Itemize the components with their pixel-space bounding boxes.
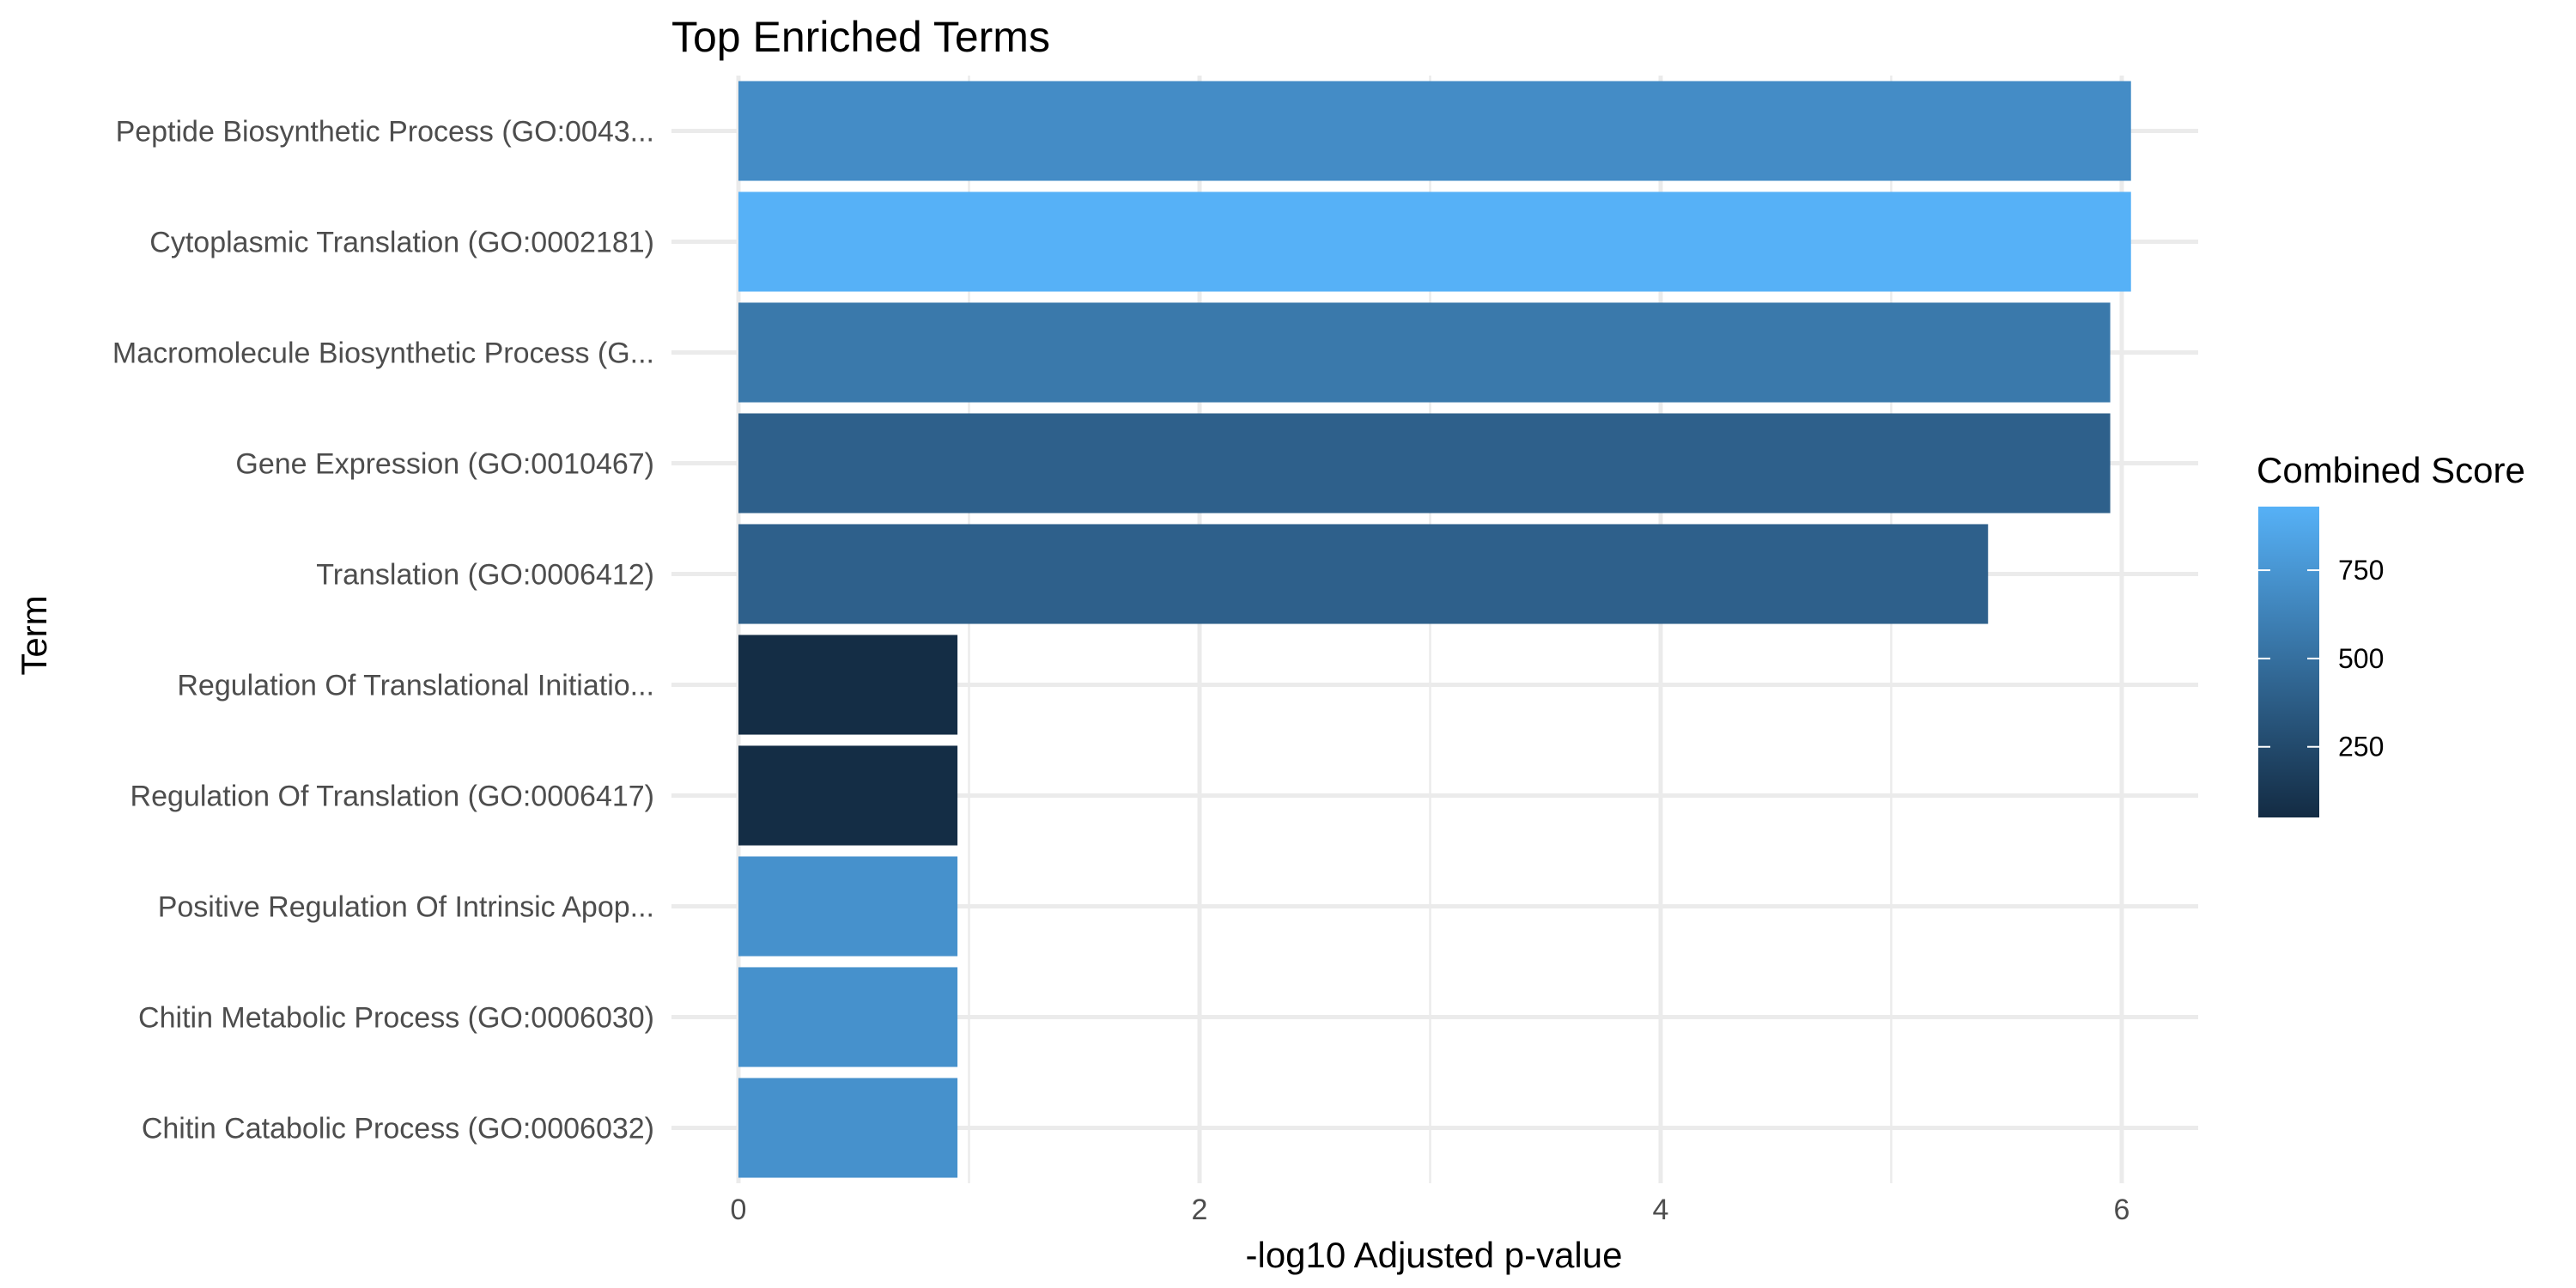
bar <box>738 1078 958 1178</box>
bar <box>738 302 2111 403</box>
y-tick-label: Regulation Of Translational Initiatio... <box>177 670 654 702</box>
bar <box>738 191 2131 292</box>
y-axis-title: Term <box>14 595 54 675</box>
y-tick-label: Peptide Biosynthetic Process (GO:0043... <box>116 116 654 149</box>
chart-title: Top Enriched Terms <box>671 13 1050 61</box>
bar <box>738 967 958 1067</box>
bar <box>738 856 958 957</box>
bar <box>738 635 958 735</box>
legend-colorbar <box>2258 507 2319 817</box>
bar <box>738 413 2111 513</box>
x-axis-title: -log10 Adjusted p-value <box>1246 1235 1623 1275</box>
x-tick-label: 4 <box>1653 1194 1669 1226</box>
bar <box>738 81 2131 181</box>
bar <box>738 745 958 846</box>
y-tick-labels: Peptide Biosynthetic Process (GO:0043...… <box>112 116 654 1145</box>
y-tick-label: Macromolecule Biosynthetic Process (G... <box>112 337 654 370</box>
x-tick-label: 2 <box>1192 1194 1208 1226</box>
y-tick-label: Chitin Catabolic Process (GO:0006032) <box>142 1113 654 1145</box>
legend-ticks: 250 500 750 <box>2258 555 2384 762</box>
legend: Combined Score 250 500 750 <box>2257 450 2525 817</box>
legend-tick-label: 500 <box>2338 643 2384 674</box>
y-tick-label: Translation (GO:0006412) <box>316 559 654 592</box>
x-tick-labels: 0 2 4 6 <box>731 1194 2130 1226</box>
legend-tick-label: 750 <box>2338 555 2384 586</box>
bar <box>738 524 1989 624</box>
y-tick-label: Cytoplasmic Translation (GO:0002181) <box>149 227 654 259</box>
y-tick-label: Chitin Metabolic Process (GO:0006030) <box>138 1002 654 1035</box>
y-tick-label: Positive Regulation Of Intrinsic Apop... <box>158 891 654 924</box>
bars <box>738 81 2131 1178</box>
legend-tick-label: 250 <box>2338 732 2384 762</box>
y-tick-label: Gene Expression (GO:0010467) <box>235 448 654 481</box>
y-tick-label: Regulation Of Translation (GO:0006417) <box>131 781 654 813</box>
legend-title: Combined Score <box>2257 450 2525 490</box>
x-tick-label: 6 <box>2114 1194 2130 1226</box>
x-tick-label: 0 <box>731 1194 747 1226</box>
